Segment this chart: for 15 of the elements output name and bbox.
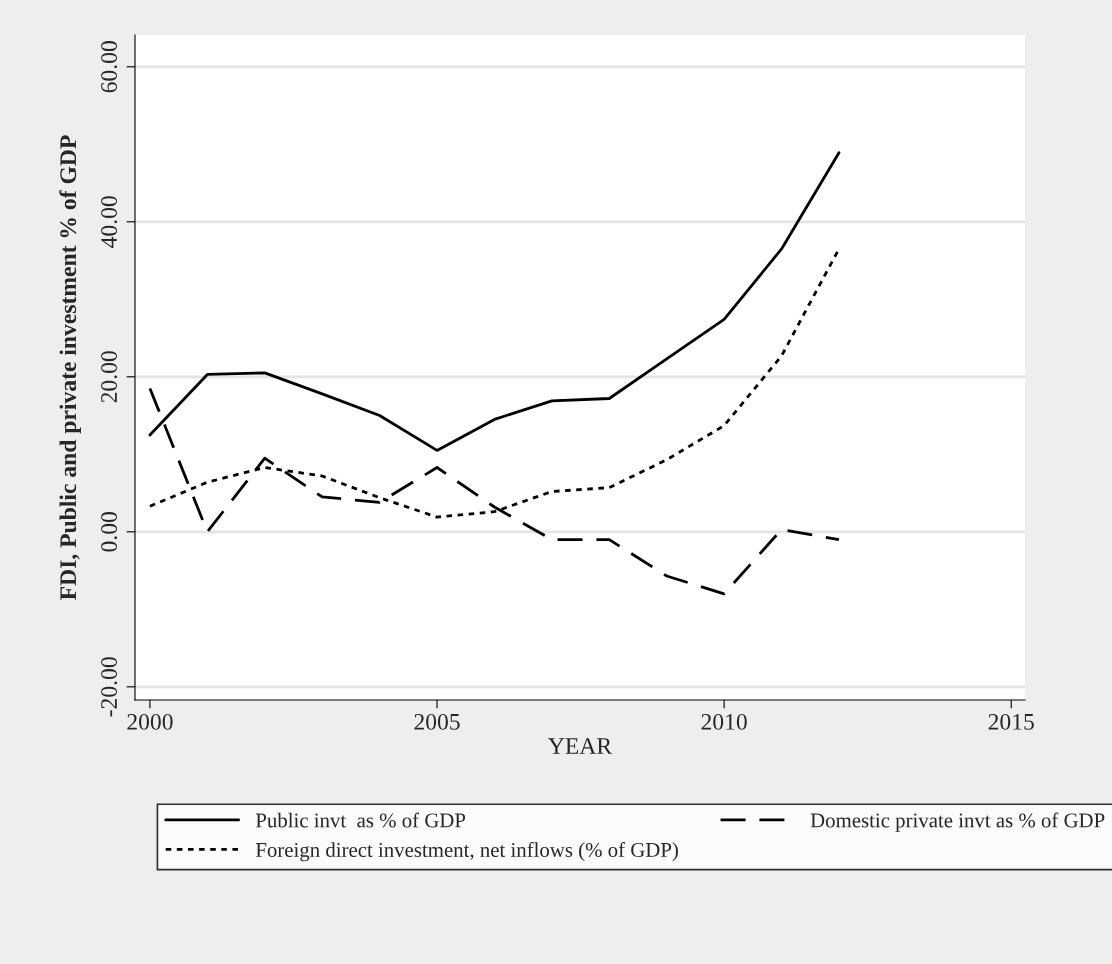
y-tick-label: 0.00 bbox=[101, 512, 118, 552]
y-axis-title: FDI, Public and private investment % of GDP bbox=[59, 135, 81, 600]
line-series bbox=[148, 151, 841, 452]
legend-label: Foreign direct investment, net inflows (% of GDP) bbox=[255, 842, 678, 862]
y-tick-label: 60.00 bbox=[101, 41, 118, 93]
y-tick-label: -20.00 bbox=[101, 657, 118, 717]
x-tick-label: 2000 bbox=[127, 713, 173, 730]
x-tick-label: 2010 bbox=[701, 713, 747, 730]
x-tick-label: 2015 bbox=[988, 713, 1034, 730]
legend-label: Domestic private invt as % of GDP bbox=[810, 812, 1105, 832]
legend-label: Public invt as % of GDP bbox=[255, 812, 466, 828]
x-tick-label: 2005 bbox=[414, 713, 460, 730]
x-axis-title: YEAR bbox=[548, 738, 613, 754]
y-tick-label: 20.00 bbox=[101, 351, 118, 403]
y-tick-label: 40.00 bbox=[101, 196, 118, 248]
